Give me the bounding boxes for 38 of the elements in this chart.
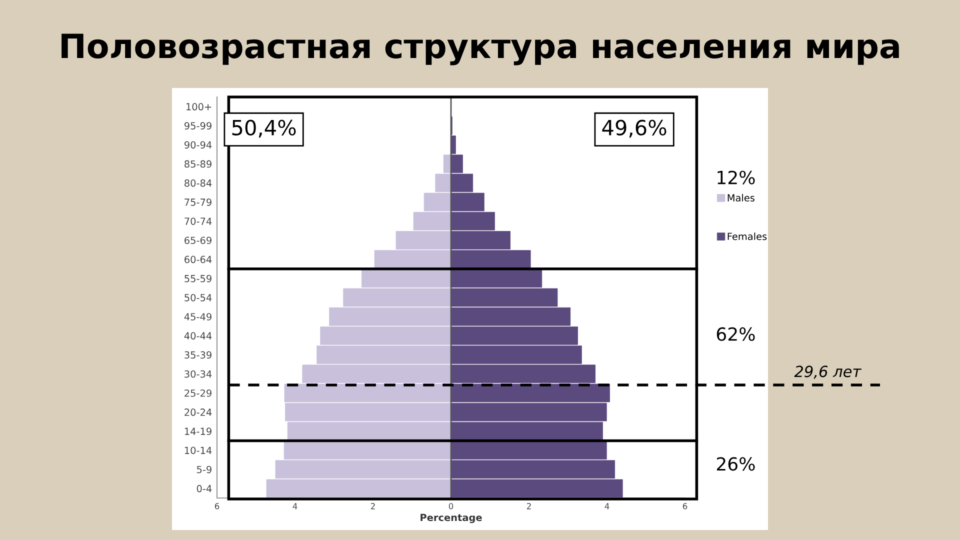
- y-tick-label: 20-24: [184, 408, 212, 416]
- y-tick-label: 90-94: [184, 141, 212, 149]
- x-tick-label: 4: [604, 503, 610, 510]
- y-tick-label: 14-19: [184, 428, 212, 435]
- y-tick-label: 95-99: [184, 122, 212, 130]
- legend-label: Females: [728, 232, 767, 240]
- x-tick-label: 4: [292, 503, 298, 510]
- text: 62%: [716, 327, 755, 341]
- y-tick-label: 35-39: [184, 351, 212, 359]
- y-tick-label: 75-79: [184, 198, 212, 206]
- x-tick-label: 2: [370, 503, 375, 510]
- y-tick-label: 50-54: [184, 294, 212, 302]
- y-tick-label: 45-49: [184, 313, 212, 320]
- y-tick-label: 40-44: [184, 332, 212, 340]
- y-tick-label: 0-4: [196, 484, 212, 492]
- y-tick-label: 5-9: [197, 466, 212, 474]
- y-tick-label: 55-59: [184, 274, 212, 282]
- y-tick-label: 25-29: [184, 389, 212, 397]
- y-tick-label: 80-84: [184, 179, 212, 187]
- x-tick-label: 0: [448, 503, 454, 510]
- x-tick-label: 6: [682, 503, 688, 510]
- ref-line-label: 29,6 лет: [794, 366, 862, 379]
- legend-label: Males: [728, 194, 754, 202]
- annotation: 49,6%: [602, 120, 666, 138]
- y-tick-label: 100+: [186, 103, 212, 110]
- y-tick-label: 70-74: [184, 218, 212, 225]
- x-tick-label: 2: [526, 503, 531, 510]
- y-tick-label: 30-34: [184, 370, 212, 378]
- x-axis-title: Percentage: [420, 514, 482, 524]
- y-tick-label: 60-64: [184, 256, 212, 264]
- text: 12%: [718, 170, 755, 184]
- y-tick-label: 85-89: [184, 160, 212, 168]
- x-tick-label: 6: [214, 503, 220, 510]
- y-tick-label: 65-69: [184, 236, 212, 244]
- chart-title: Половозрастная структура населения мира: [62, 34, 899, 66]
- y-tick-label: 10-14: [184, 446, 212, 454]
- text: 26%: [716, 457, 755, 471]
- annotation: 50,4%: [232, 120, 296, 138]
